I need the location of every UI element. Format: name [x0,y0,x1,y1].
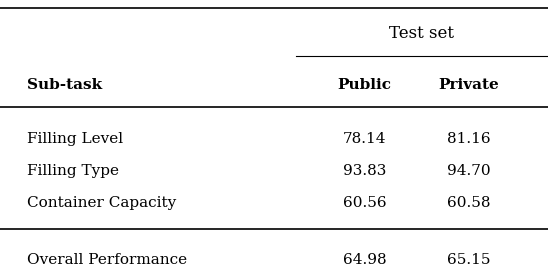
Text: 93.83: 93.83 [342,164,386,178]
Text: 64.98: 64.98 [342,253,386,267]
Text: 81.16: 81.16 [447,132,490,146]
Text: 60.56: 60.56 [342,196,386,210]
Text: Container Capacity: Container Capacity [27,196,176,210]
Text: Overall Performance: Overall Performance [27,253,187,267]
Text: 65.15: 65.15 [447,253,490,267]
Text: Filling Level: Filling Level [27,132,123,146]
Text: Test set: Test set [390,25,454,42]
Text: 60.58: 60.58 [447,196,490,210]
Text: Filling Type: Filling Type [27,164,119,178]
Text: Public: Public [338,78,391,92]
Text: Private: Private [438,78,499,92]
Text: 94.70: 94.70 [447,164,490,178]
Text: Sub-task: Sub-task [27,78,102,92]
Text: 78.14: 78.14 [342,132,386,146]
